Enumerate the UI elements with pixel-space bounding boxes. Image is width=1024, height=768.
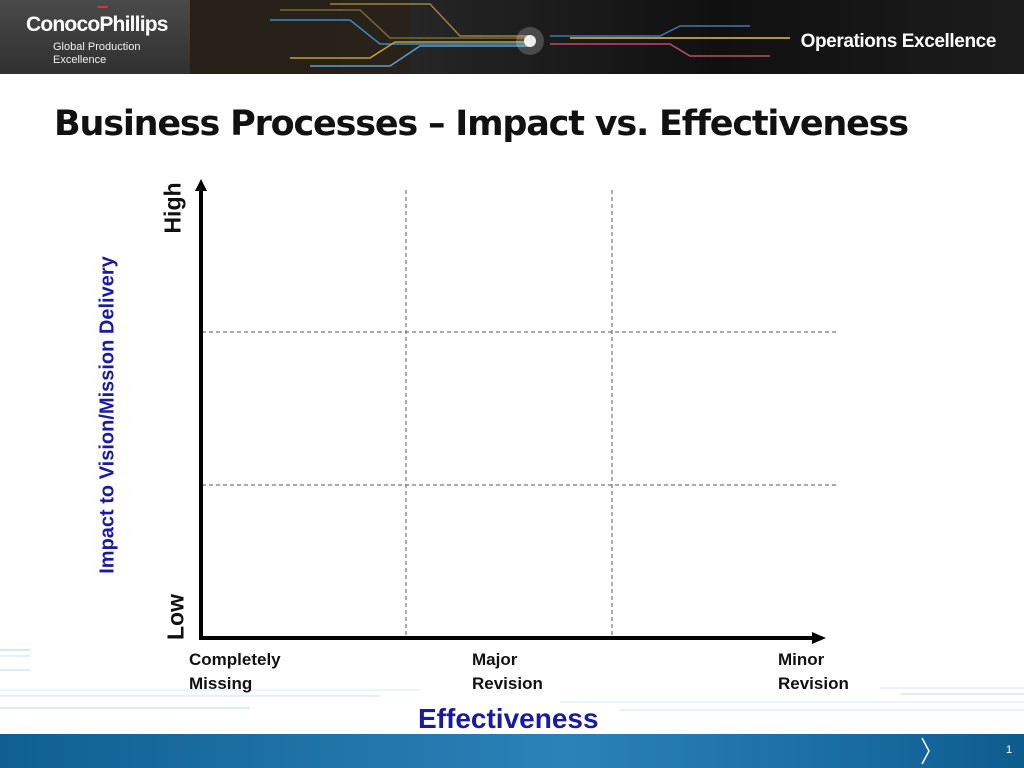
brand-subtitle-line1: Global Production bbox=[53, 41, 141, 53]
decorative-lines bbox=[0, 649, 1024, 711]
x-category-minor-revision: Minor Revision bbox=[778, 648, 908, 696]
x-category-line: Revision bbox=[778, 674, 849, 693]
x-category-line: Major bbox=[472, 650, 518, 669]
x-category-line: Completely bbox=[189, 650, 281, 669]
chevron-right-icon bbox=[921, 737, 930, 765]
grid bbox=[202, 190, 836, 636]
header-tagline: Operations Excellence bbox=[800, 31, 997, 52]
banner-circuit-art bbox=[190, 0, 790, 74]
header-banner: ConocoPhillips Global Production Excelle… bbox=[0, 0, 1024, 74]
x-axis-label: Effectiveness bbox=[418, 703, 599, 734]
footer-bar bbox=[0, 734, 1024, 768]
brand-name: ConocoPhillips bbox=[26, 13, 168, 36]
x-category-line: Revision bbox=[472, 674, 543, 693]
y-axis-low-label: Low bbox=[162, 594, 189, 640]
slide-title: Business Processes – Impact vs. Effectiv… bbox=[54, 104, 909, 144]
y-axis-high-label: High bbox=[159, 182, 186, 234]
y-axis-label: Impact to Vision/Mission Delivery bbox=[96, 256, 119, 574]
slide-number: 1 bbox=[1006, 744, 1013, 756]
x-category-completely-missing: Completely Missing bbox=[189, 648, 319, 696]
logo-block bbox=[0, 0, 190, 74]
x-axis-arrow-icon bbox=[812, 632, 826, 644]
brand-subtitle-line2: Excellence bbox=[53, 54, 107, 66]
x-category-major-revision: Major Revision bbox=[472, 648, 602, 696]
x-category-line: Minor bbox=[778, 650, 825, 669]
y-axis-arrow-icon bbox=[195, 179, 207, 191]
x-category-line: Missing bbox=[189, 674, 253, 693]
